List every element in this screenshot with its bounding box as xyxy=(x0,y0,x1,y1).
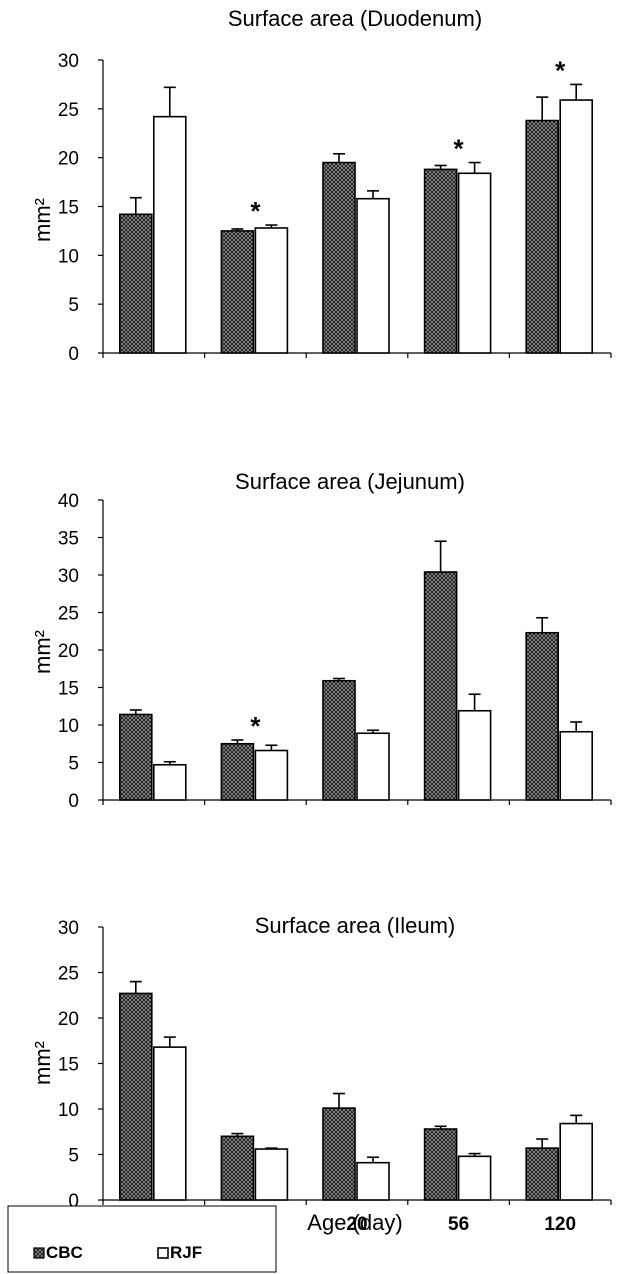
jejunum-bar-cbc-1 xyxy=(119,713,153,801)
jejunum-bar-cbc-56 xyxy=(423,571,458,801)
ileum-y-tick-label: 15 xyxy=(58,1055,79,1076)
jejunum-y-tick-label: 5 xyxy=(68,754,79,775)
jejunum-y-tick-label: 40 xyxy=(58,491,79,512)
duodenum-bar-rjf-20 xyxy=(356,197,390,354)
jejunum-chart-title: Surface area (Jejunum) xyxy=(235,469,465,494)
legend-box xyxy=(7,1205,277,1273)
duodenum-bar-cbc-56 xyxy=(423,168,458,354)
x-axis-label: Age (day) xyxy=(307,1210,402,1235)
ileum-bar-rjf-120 xyxy=(559,1122,594,1201)
ileum-bar-cbc-56 xyxy=(423,1128,458,1201)
ileum-bar-rjf-1 xyxy=(153,1046,187,1201)
ileum-x-tick-label: 56 xyxy=(448,1214,469,1235)
ileum-y-tick-label: 5 xyxy=(68,1146,79,1167)
duodenum-y-tick-label: 30 xyxy=(58,51,79,72)
jejunum-y-tick-label: 15 xyxy=(58,679,79,700)
jejunum-y-axis-label: mm² xyxy=(30,630,55,674)
legend-label-rjf: RJF xyxy=(170,1243,202,1262)
ileum-y-tick-label: 10 xyxy=(58,1100,79,1121)
ileum-bar-cbc-20 xyxy=(322,1107,356,1201)
duodenum-bar-cbc-20 xyxy=(322,161,356,354)
jejunum-y-tick-label: 35 xyxy=(58,529,79,550)
jejunum-y-tick-label: 10 xyxy=(58,716,79,737)
legend-swatch-cbc xyxy=(33,1247,45,1259)
ileum-x-tick-label: 20 xyxy=(346,1214,367,1235)
duodenum-significance-marker: * xyxy=(454,134,465,164)
duodenum-panel: Surface area (Duodenum) mm² 0 5 10 15 20 25 30… xyxy=(30,6,612,365)
jejunum-y-tick-label: 0 xyxy=(68,791,79,812)
ileum-y-tick-label: 30 xyxy=(58,918,79,939)
ileum-y-tick-label: 20 xyxy=(58,1009,79,1030)
ileum-bar-rjf-10 xyxy=(254,1148,289,1201)
legend-label-cbc: CBC xyxy=(46,1243,83,1262)
duodenum-bar-cbc-120 xyxy=(525,119,560,354)
ileum-y-axis-label: mm² xyxy=(30,1041,55,1085)
jejunum-bar-cbc-20 xyxy=(322,679,356,801)
ileum-bar-cbc-10 xyxy=(220,1135,255,1201)
duodenum-y-tick-label: 5 xyxy=(68,295,79,316)
ileum-bar-rjf-20 xyxy=(356,1161,390,1201)
duodenum-bar-rjf-10 xyxy=(254,227,289,354)
jejunum-bar-rjf-120 xyxy=(559,730,594,801)
duodenum-y-axis-label: mm² xyxy=(30,198,55,242)
legend-swatch-rjf xyxy=(157,1247,169,1259)
ileum-bar-cbc-120 xyxy=(525,1147,560,1201)
jejunum-significance-marker: * xyxy=(250,711,261,741)
legend: CBC RJF xyxy=(7,1205,277,1273)
duodenum-bar-rjf-120 xyxy=(559,99,594,354)
jejunum-bar-rjf-56 xyxy=(457,709,492,801)
duodenum-bar-rjf-56 xyxy=(457,172,492,354)
ileum-panel: Surface area (Ileum) mm² 051015202530110… xyxy=(30,913,612,1235)
jejunum-bar-cbc-10 xyxy=(220,742,255,801)
duodenum-significance-marker: * xyxy=(555,55,566,85)
duodenum-y-tick-label: 20 xyxy=(58,149,79,170)
duodenum-y-tick-label: 0 xyxy=(68,344,79,365)
jejunum-panel: Surface area (Jejunum) mm² 0 5 10 15 20 25 30 3… xyxy=(30,469,612,812)
ileum-y-tick-label: 25 xyxy=(58,964,79,985)
ileum-bar-rjf-56 xyxy=(457,1155,492,1201)
ileum-chart-title: Surface area (Ileum) xyxy=(255,913,456,938)
duodenum-chart-title: Surface area (Duodenum) xyxy=(228,6,482,31)
ileum-bar-cbc-1 xyxy=(119,992,153,1201)
jejunum-bar-rjf-10 xyxy=(254,749,289,801)
jejunum-bar-cbc-120 xyxy=(525,631,560,801)
duodenum-y-tick-label: 10 xyxy=(58,246,79,267)
ileum-y-tick-label: 0 xyxy=(68,1191,79,1212)
duodenum-significance-marker: * xyxy=(250,196,261,226)
duodenum-bar-rjf-1 xyxy=(153,115,187,354)
ileum-x-tick-label: 120 xyxy=(544,1214,576,1235)
duodenum-bar-cbc-10 xyxy=(220,230,255,354)
duodenum-y-tick-label: 25 xyxy=(58,100,79,121)
duodenum-bar-cbc-1 xyxy=(119,213,153,354)
jejunum-bar-rjf-1 xyxy=(153,763,187,801)
jejunum-y-tick-label: 30 xyxy=(58,566,79,587)
jejunum-y-tick-label: 25 xyxy=(58,604,79,625)
jejunum-bar-rjf-20 xyxy=(356,732,390,801)
jejunum-y-tick-label: 20 xyxy=(58,641,79,662)
duodenum-y-tick-label: 15 xyxy=(58,198,79,219)
